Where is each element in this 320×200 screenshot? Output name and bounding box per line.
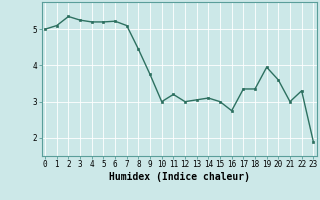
X-axis label: Humidex (Indice chaleur): Humidex (Indice chaleur) — [109, 172, 250, 182]
